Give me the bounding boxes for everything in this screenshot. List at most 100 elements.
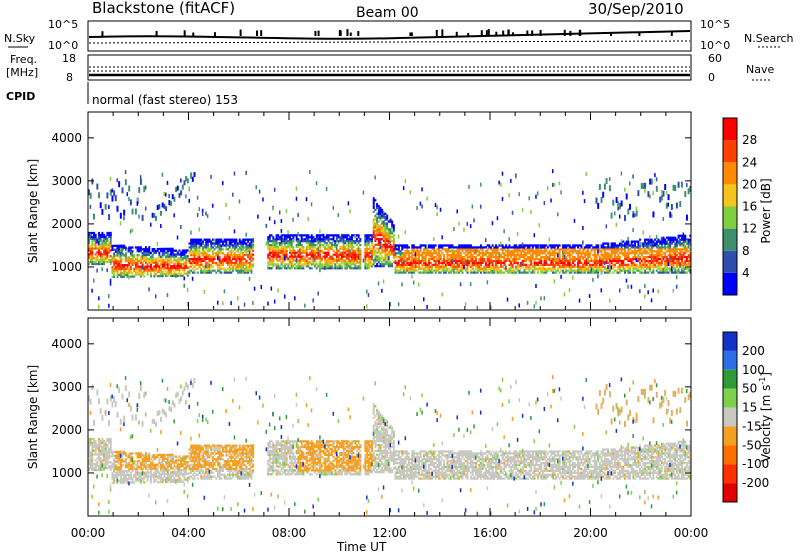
power-cell	[277, 253, 280, 256]
power-cell	[530, 210, 532, 215]
power-cell	[647, 265, 650, 268]
power-cell	[657, 250, 660, 253]
power-cell	[109, 233, 112, 237]
power-cell	[627, 254, 630, 257]
power-cell	[558, 181, 561, 186]
power-cell	[357, 241, 360, 245]
power-cell	[396, 248, 399, 251]
power-cell	[372, 206, 375, 210]
power-cell	[245, 254, 248, 257]
power-cell	[603, 252, 606, 255]
colorbar-tick-label: 8	[742, 244, 750, 258]
power-cell	[659, 263, 662, 266]
power-cell	[464, 254, 467, 257]
power-cell	[433, 246, 436, 249]
power-cell	[479, 248, 482, 251]
power-cell	[639, 246, 642, 249]
power-cell	[376, 237, 379, 241]
power-cell	[545, 244, 548, 247]
power-cell	[600, 246, 603, 249]
power-cell	[371, 241, 374, 245]
power-cell	[114, 266, 117, 269]
power-cell	[143, 253, 146, 257]
power-cell	[670, 261, 673, 265]
power-cell	[201, 259, 204, 263]
power-cell	[394, 255, 397, 259]
power-cell	[386, 237, 389, 241]
power-cell	[431, 244, 434, 247]
power-cell	[500, 182, 502, 187]
power-cell	[88, 235, 90, 238]
power-cell	[185, 194, 187, 199]
power-cell	[156, 269, 159, 272]
power-cell	[312, 245, 315, 249]
power-cell	[270, 267, 273, 270]
power-cell	[314, 253, 317, 256]
power-cell	[433, 259, 436, 263]
power-cell	[526, 248, 529, 251]
power-cell	[516, 231, 519, 236]
power-cell	[327, 259, 330, 262]
power-cell	[541, 265, 544, 268]
power-cell	[572, 265, 575, 268]
power-cell	[622, 259, 625, 263]
power-cell	[148, 261, 151, 264]
power-cell	[675, 242, 678, 245]
power-cell	[565, 259, 568, 263]
power-cell	[344, 261, 347, 264]
power-cell	[600, 257, 603, 261]
power-cell	[337, 267, 340, 270]
power-cell	[248, 267, 251, 270]
power-cell	[617, 202, 619, 207]
power-cell	[237, 250, 240, 253]
power-cell	[550, 269, 553, 272]
power-cell	[536, 271, 539, 274]
power-cell	[650, 257, 653, 262]
power-cell	[275, 241, 278, 245]
power-cell	[580, 267, 583, 270]
power-cell	[312, 251, 315, 254]
power-cell	[486, 248, 489, 251]
power-cell	[314, 257, 316, 262]
power-cell	[387, 263, 390, 266]
power-cell	[632, 244, 635, 247]
power-cell	[558, 263, 561, 266]
power-cell	[131, 228, 134, 233]
power-cell	[347, 251, 350, 254]
power-cell	[438, 269, 441, 272]
power-cell	[649, 263, 652, 266]
power-cell	[379, 216, 382, 219]
power-cell	[511, 269, 514, 272]
power-cell	[235, 257, 238, 261]
power-cell	[94, 237, 97, 240]
power-cell	[481, 261, 484, 265]
power-cell	[320, 243, 323, 247]
power-cell	[280, 240, 283, 243]
power-cell	[495, 250, 497, 253]
power-cell	[98, 249, 101, 252]
power-cell	[109, 243, 112, 246]
power-cell	[634, 246, 637, 249]
power-cell	[384, 241, 387, 245]
power-cell	[476, 248, 479, 251]
power-cell	[483, 271, 486, 274]
power-cell	[248, 250, 251, 255]
power-cell	[639, 271, 642, 274]
power-cell	[272, 206, 274, 211]
power-cell	[305, 238, 308, 241]
power-cell	[369, 245, 372, 249]
power-cell	[238, 238, 241, 241]
power-cell	[319, 259, 322, 262]
power-cell	[433, 269, 436, 272]
power-cell	[121, 265, 124, 269]
power-cell	[337, 263, 340, 266]
power-cell	[220, 240, 223, 243]
power-cell	[188, 186, 190, 191]
power-cell	[381, 245, 384, 248]
power-cell	[595, 259, 598, 263]
power-cell	[220, 271, 223, 274]
power-cell	[151, 269, 154, 272]
power-cell	[374, 226, 377, 229]
power-cell	[136, 271, 139, 274]
power-cell	[238, 261, 241, 265]
